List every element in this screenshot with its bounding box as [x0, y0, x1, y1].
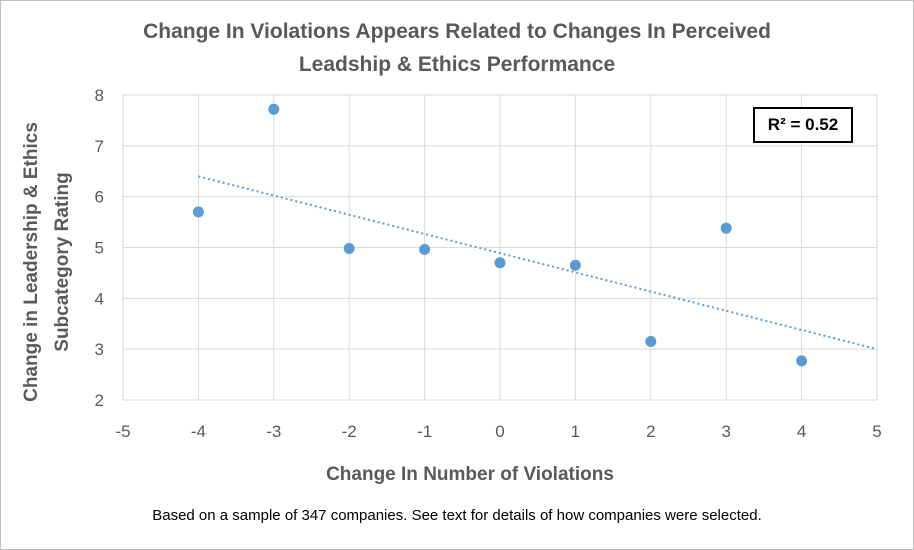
data-point-5 — [569, 259, 581, 271]
x-tick-label-1: -4 — [191, 422, 206, 441]
x-tick-label-10: 5 — [872, 422, 881, 441]
r-squared-label: R² = 0.52 — [753, 107, 853, 143]
data-point-6 — [645, 336, 657, 348]
data-point-1 — [268, 103, 280, 115]
data-point-2 — [343, 243, 355, 255]
x-tick-label-7: 2 — [646, 422, 655, 441]
x-tick-label-3: -2 — [342, 422, 357, 441]
y-tick-label-6: 8 — [95, 86, 104, 105]
x-tick-label-6: 1 — [571, 422, 580, 441]
x-tick-label-2: -3 — [266, 422, 281, 441]
data-point-0 — [192, 206, 204, 218]
data-point-3 — [419, 244, 431, 256]
y-tick-label-1: 3 — [95, 340, 104, 359]
x-axis-title: Change In Number of Violations — [326, 464, 614, 485]
y-axis-title-line2: Subcategory Rating — [52, 172, 73, 351]
y-tick-labels: 2 3 4 5 6 7 8 — [95, 86, 104, 410]
data-points — [192, 103, 808, 367]
y-axis-title-line1: Change in Leadership & Ethics — [21, 122, 42, 402]
footnote: Based on a sample of 347 companies. See … — [152, 507, 762, 524]
y-tick-label-4: 6 — [95, 188, 104, 207]
y-tick-label-3: 5 — [95, 239, 104, 258]
x-tick-label-9: 4 — [797, 422, 806, 441]
y-tick-label-2: 4 — [95, 289, 104, 308]
x-tick-label-0: -5 — [115, 422, 130, 441]
trendline-layer — [198, 175, 878, 351]
data-point-8 — [796, 355, 808, 367]
trendline — [198, 175, 878, 351]
chart-title-line1: Change In Violations Appears Related to … — [143, 20, 771, 43]
x-tick-label-5: 0 — [495, 422, 504, 441]
y-tick-label-5: 7 — [95, 137, 104, 156]
y-tick-label-0: 2 — [95, 391, 104, 410]
data-point-7 — [720, 222, 732, 234]
x-tick-labels: -5 -4 -3 -2 -1 0 1 2 3 4 5 — [115, 422, 881, 441]
chart-title-line2: Leadship & Ethics Performance — [298, 53, 616, 76]
x-tick-label-8: 3 — [721, 422, 730, 441]
data-point-4 — [494, 257, 506, 269]
y-axis-title: Change in Leadership & Ethics Subcategor… — [21, 122, 73, 402]
x-tick-label-4: -1 — [417, 422, 432, 441]
